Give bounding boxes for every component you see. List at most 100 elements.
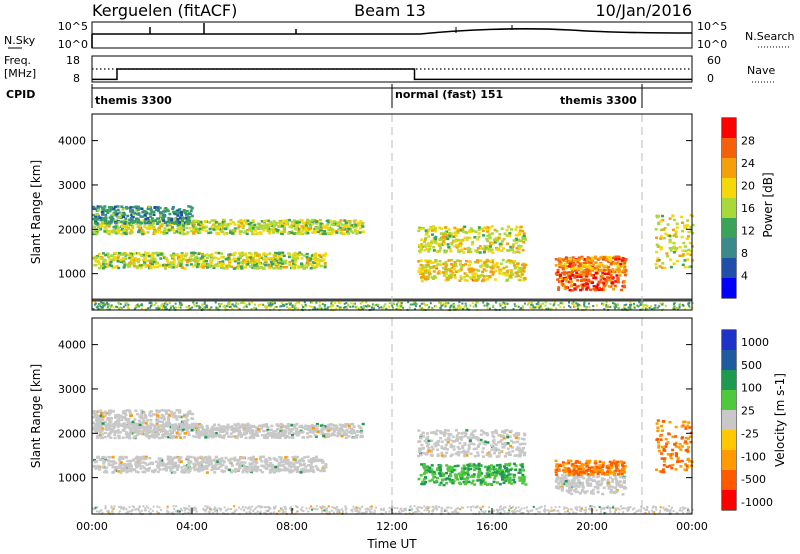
heatmap-cell — [251, 430, 255, 434]
heatmap-cell — [435, 305, 437, 308]
heatmap-cell — [205, 253, 209, 256]
heatmap-cell — [654, 304, 657, 307]
heatmap-cell — [136, 265, 139, 268]
heatmap-cell — [304, 263, 308, 267]
heatmap-cell — [625, 303, 628, 306]
heatmap-cell — [186, 219, 189, 222]
heatmap-cell — [192, 466, 196, 470]
heatmap-cell — [324, 432, 328, 436]
heatmap-cell — [641, 303, 644, 306]
heatmap-cell — [116, 208, 120, 212]
heatmap-cell — [423, 267, 427, 271]
heatmap-cell — [250, 308, 253, 310]
heatmap-cell — [173, 218, 177, 221]
heatmap-cell — [156, 429, 160, 432]
heatmap-cell — [414, 301, 417, 304]
heatmap-cell — [447, 246, 451, 249]
heatmap-cell — [98, 266, 102, 270]
heatmap-cell — [623, 285, 626, 289]
heatmap-cell — [458, 306, 461, 309]
heatmap-cell — [186, 455, 190, 458]
heatmap-cell — [629, 307, 632, 310]
colorbar-segment — [722, 238, 736, 258]
heatmap-cell — [268, 252, 272, 255]
heatmap-cell — [250, 458, 254, 462]
heatmap-cell — [246, 428, 250, 431]
heatmap-cell — [101, 206, 105, 210]
heatmap-cell — [235, 429, 239, 433]
heatmap-cell — [430, 241, 433, 245]
heatmap-cell — [198, 227, 202, 231]
heatmap-cell — [223, 222, 227, 226]
heatmap-cell — [152, 436, 156, 439]
heatmap-cell — [274, 302, 276, 305]
heatmap-cell — [179, 436, 183, 439]
heatmap-cell — [659, 237, 663, 240]
heatmap-cell — [270, 222, 274, 225]
heatmap-cell — [357, 223, 361, 227]
heatmap-cell — [249, 256, 253, 259]
heatmap-cell — [98, 257, 102, 260]
heatmap-cell — [107, 428, 110, 431]
heatmap-cell — [161, 463, 165, 466]
heatmap-cell — [324, 308, 327, 311]
heatmap-cell — [691, 259, 695, 262]
heatmap-cell — [175, 306, 177, 309]
heatmap-cell — [284, 222, 288, 225]
heatmap-cell — [223, 232, 227, 236]
heatmap-cell — [235, 463, 239, 466]
heatmap-cell — [568, 260, 572, 263]
heatmap-cell — [342, 225, 346, 228]
heatmap-cell — [372, 307, 375, 310]
heatmap-cell — [512, 308, 515, 310]
heatmap-cell — [309, 469, 313, 472]
heatmap-cell — [347, 430, 351, 434]
heatmap-cell — [672, 304, 675, 307]
frequency-ytick-left-top: 18 — [66, 54, 80, 67]
heatmap-cell — [228, 468, 232, 472]
heatmap-cell — [495, 262, 499, 265]
heatmap-cell — [333, 427, 337, 431]
heatmap-cell — [229, 222, 233, 225]
heatmap-cell — [264, 305, 266, 308]
heatmap-cell — [123, 213, 127, 216]
heatmap-cell — [271, 262, 274, 266]
heatmap-cell — [487, 250, 491, 253]
heatmap-cell — [200, 426, 204, 429]
heatmap-cell — [595, 287, 599, 290]
heatmap-cell — [211, 433, 215, 436]
heatmap-cell — [224, 456, 228, 460]
heatmap-cell — [462, 251, 466, 254]
heatmap-cell — [438, 301, 441, 304]
heatmap-cell — [224, 232, 228, 235]
heatmap-cell — [555, 307, 558, 310]
heatmap-cell — [238, 252, 241, 255]
heatmap-cell — [607, 304, 610, 307]
heatmap-cell — [106, 265, 110, 268]
heatmap-cell — [299, 218, 303, 222]
heatmap-cell — [248, 261, 252, 264]
heatmap-cell — [344, 221, 348, 225]
heatmap-cell — [272, 220, 276, 223]
heatmap-cell — [323, 303, 326, 306]
heatmap-cell — [197, 229, 201, 232]
beam-label: Beam 13 — [354, 1, 426, 20]
heatmap-cell — [457, 248, 461, 252]
heatmap-cell — [343, 228, 347, 231]
heatmap-cell — [237, 256, 241, 259]
heatmap-cell — [511, 248, 515, 252]
heatmap-cell — [166, 462, 170, 465]
heatmap-cell — [195, 422, 199, 426]
heatmap-cell — [371, 303, 374, 306]
heatmap-cell — [194, 219, 198, 222]
heatmap-cell — [228, 461, 232, 464]
heatmap-cell — [457, 245, 461, 248]
heatmap-cell — [512, 243, 516, 246]
heatmap-cell — [566, 275, 570, 279]
heatmap-cell — [109, 430, 113, 434]
heatmap-cell — [675, 259, 679, 263]
heatmap-cell — [104, 457, 107, 461]
heatmap-cell — [203, 301, 206, 304]
heatmap-cell — [445, 268, 449, 271]
heatmap-cell — [295, 225, 299, 228]
